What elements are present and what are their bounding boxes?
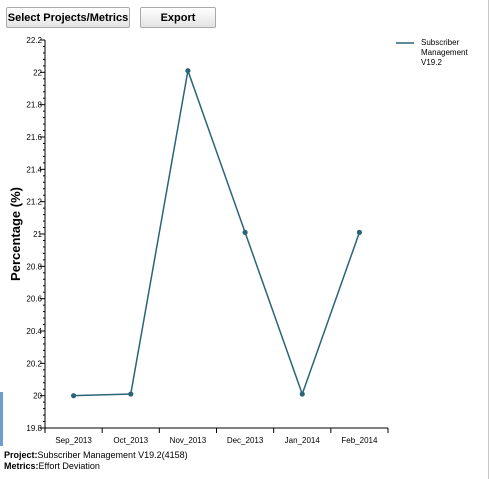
metrics-value: Effort Deviation bbox=[38, 461, 100, 471]
x-tick-label: Dec_2013 bbox=[227, 436, 264, 445]
series-layer bbox=[70, 67, 363, 399]
y-tick-label: 20.6 bbox=[26, 295, 42, 304]
y-axis: 19.8 20 20.2 20.4 20.6 20.8 21 21.2 21.4 21.6 21.8… bbox=[26, 36, 46, 433]
y-axis-label: Percentage (%) bbox=[8, 187, 23, 281]
legend-entry: Subscriber Management V19.2 bbox=[421, 38, 468, 67]
x-tick-label: Oct_2013 bbox=[113, 436, 148, 445]
y-tick-label: 21.8 bbox=[26, 101, 42, 110]
project-value: Subscriber Management V19.2(4158) bbox=[37, 450, 188, 460]
data-point[interactable] bbox=[128, 391, 134, 397]
data-point[interactable] bbox=[185, 68, 191, 74]
y-tick-label: 21.4 bbox=[26, 165, 42, 174]
export-button[interactable]: Export bbox=[140, 7, 216, 28]
x-tick-label: Jan_2014 bbox=[285, 436, 321, 445]
panel-right-border bbox=[488, 0, 489, 479]
line-chart: 19.8 20 20.2 20.4 20.6 20.8 21 21.2 21.4 21.6 21.8… bbox=[8, 36, 414, 445]
y-tick-label: 21.2 bbox=[26, 198, 42, 207]
y-tick-label: 22.2 bbox=[26, 36, 42, 45]
project-label: Project: bbox=[4, 450, 38, 460]
y-tick-label: 21.6 bbox=[26, 133, 42, 142]
data-point[interactable] bbox=[70, 393, 77, 399]
y-tick-label: 20 bbox=[33, 392, 42, 401]
y-tick-label: 20.8 bbox=[26, 262, 42, 271]
series-line bbox=[73, 67, 361, 397]
y-tick-label: 19.8 bbox=[26, 424, 42, 433]
y-tick-label: 21 bbox=[33, 230, 42, 239]
footer-metrics: Metrics:Effort Deviation bbox=[4, 461, 100, 472]
panel-left-accent bbox=[0, 392, 3, 446]
x-axis: Sep_2013 Oct_2013 Nov_2013 Dec_2013 Jan_2014… bbox=[44, 427, 389, 445]
y-tick-label: 20.2 bbox=[26, 359, 42, 368]
y-tick-label: 20.4 bbox=[26, 327, 42, 336]
data-point[interactable] bbox=[242, 229, 248, 235]
x-tick-label: Feb_2014 bbox=[341, 436, 378, 445]
select-projects-metrics-button[interactable]: Select Projects/Metrics bbox=[6, 7, 130, 28]
data-point[interactable] bbox=[299, 391, 305, 397]
data-point[interactable] bbox=[356, 229, 363, 235]
metrics-label: Metrics: bbox=[4, 461, 39, 471]
footer-project: Project:Subscriber Management V19.2(4158… bbox=[4, 450, 188, 461]
x-tick-label: Nov_2013 bbox=[170, 436, 207, 445]
y-tick-label: 22 bbox=[33, 68, 42, 77]
x-tick-label: Sep_2013 bbox=[55, 436, 92, 445]
